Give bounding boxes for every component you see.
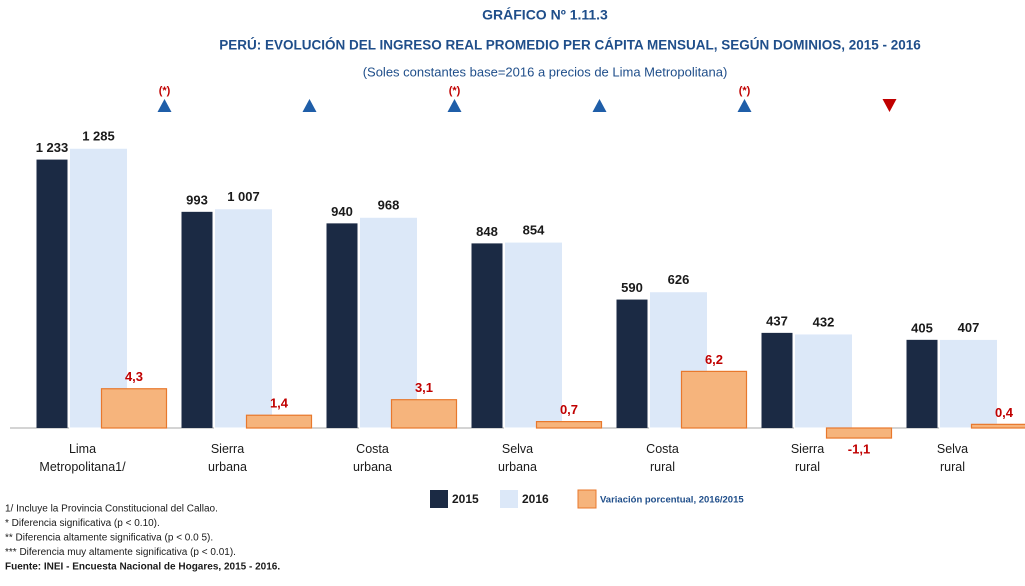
- significance-label: (*): [739, 85, 751, 97]
- legend-swatch: [500, 490, 518, 508]
- x-tick-label: Lima Metropolitana1/: [39, 442, 126, 474]
- bar: [471, 243, 503, 428]
- bar: [680, 370, 748, 429]
- value-label: 993: [186, 192, 208, 207]
- value-label: 432: [813, 314, 835, 329]
- bar: [535, 421, 603, 429]
- significance-label: (*): [159, 85, 171, 97]
- value-label: 405: [911, 320, 933, 335]
- trend-marker: [447, 99, 462, 112]
- bar: [326, 223, 358, 428]
- value-label: 0,7: [560, 402, 578, 417]
- value-label: 940: [331, 204, 353, 219]
- bar: [761, 332, 793, 428]
- bar: [504, 241, 563, 429]
- bar: [616, 299, 648, 428]
- value-label: 407: [958, 320, 980, 335]
- trend-marker: [882, 99, 897, 112]
- legend-swatch: [577, 489, 597, 509]
- legend-swatch: [430, 490, 448, 508]
- x-tick-label: Costa urbana: [353, 442, 392, 474]
- value-label: 6,2: [705, 352, 723, 367]
- value-label: 437: [766, 313, 788, 328]
- chart-title: GRÁFICO Nº 1.11.3: [482, 7, 608, 23]
- legend-label: Variación porcentual, 2016/2015: [600, 495, 744, 506]
- footnote: * Diferencia significativa (p < 0.10).: [5, 518, 160, 529]
- value-label: 968: [378, 198, 400, 213]
- bar: [36, 159, 68, 428]
- x-tick-label: Sierra urbana: [208, 442, 247, 474]
- x-tick-label: Selva rural: [937, 442, 968, 474]
- trend-marker: [592, 99, 607, 112]
- bar: [970, 423, 1025, 429]
- legend-label: 2015: [452, 492, 479, 506]
- trend-marker: [737, 99, 752, 112]
- chart-subtitle: PERÚ: EVOLUCIÓN DEL INGRESO REAL PROMEDI…: [219, 38, 921, 53]
- x-tick-label: Costa rural: [646, 442, 679, 474]
- value-label: 0,4: [995, 405, 1014, 420]
- footnote: ** Diferencia altamente significativa (p…: [5, 533, 213, 544]
- value-label: 1 233: [36, 140, 69, 155]
- footnote: 1/ Incluye la Provincia Constitucional d…: [5, 504, 218, 515]
- bar: [794, 333, 853, 429]
- value-label: 848: [476, 224, 498, 239]
- value-label: 3,1: [415, 380, 433, 395]
- x-tick-label: Selva urbana: [498, 442, 537, 474]
- bar: [181, 211, 213, 428]
- bar: [100, 388, 168, 429]
- footnote: *** Diferencia muy altamente significati…: [5, 547, 236, 558]
- legend-label: 2016: [522, 492, 549, 506]
- value-label: 626: [668, 272, 690, 287]
- bar: [939, 338, 998, 429]
- value-label: 590: [621, 280, 643, 295]
- x-tick-label: Sierra rural: [791, 442, 824, 474]
- value-label: 1 007: [227, 189, 260, 204]
- bar: [359, 216, 418, 429]
- footnote: Fuente: INEI - Encuesta Nacional de Hoga…: [5, 562, 280, 573]
- bar: [69, 147, 128, 429]
- bar: [906, 339, 938, 428]
- bar: [245, 414, 313, 429]
- value-label: 854: [523, 223, 545, 238]
- bar: [214, 208, 273, 429]
- value-label: 1,4: [270, 396, 289, 411]
- bar: [825, 427, 893, 439]
- chart-subtitle2: (Soles constantes base=2016 a precios de…: [363, 64, 728, 79]
- value-label: -1,1: [848, 441, 870, 456]
- value-label: 4,3: [125, 369, 143, 384]
- trend-marker: [157, 99, 172, 112]
- value-label: 1 285: [82, 129, 115, 144]
- bar: [390, 399, 458, 429]
- significance-label: (*): [449, 85, 461, 97]
- trend-marker: [302, 99, 317, 112]
